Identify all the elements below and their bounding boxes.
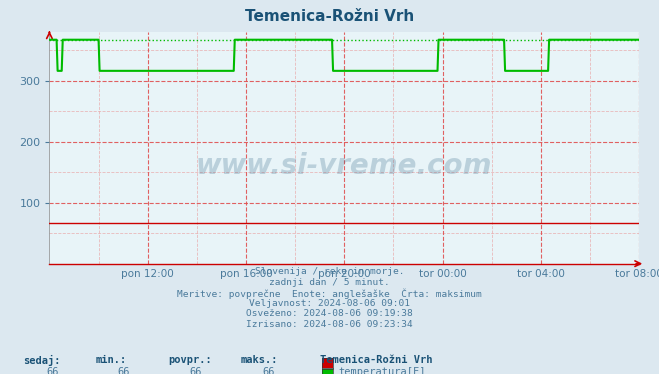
Text: 66: 66 [262, 367, 274, 374]
Text: Temenica-Rožni Vrh: Temenica-Rožni Vrh [320, 355, 432, 365]
Text: maks.:: maks.: [241, 355, 278, 365]
Text: sedaj:: sedaj: [23, 355, 61, 365]
Text: zadnji dan / 5 minut.: zadnji dan / 5 minut. [269, 278, 390, 287]
Text: 66: 66 [190, 367, 202, 374]
Text: Slovenija / reke in morje.: Slovenija / reke in morje. [255, 267, 404, 276]
Text: Temenica-Rožni Vrh: Temenica-Rožni Vrh [245, 9, 414, 24]
Text: temperatura[F]: temperatura[F] [339, 367, 426, 374]
Text: Meritve: povprečne  Enote: anglešaške  Črta: maksimum: Meritve: povprečne Enote: anglešaške Črt… [177, 288, 482, 299]
Text: www.si-vreme.com: www.si-vreme.com [196, 152, 492, 180]
Text: Izrisano: 2024-08-06 09:23:34: Izrisano: 2024-08-06 09:23:34 [246, 320, 413, 329]
Text: Osveženo: 2024-08-06 09:19:38: Osveženo: 2024-08-06 09:19:38 [246, 309, 413, 318]
Text: 66: 66 [47, 367, 59, 374]
Text: 66: 66 [117, 367, 129, 374]
Text: povpr.:: povpr.: [168, 355, 212, 365]
Text: Veljavnost: 2024-08-06 09:01: Veljavnost: 2024-08-06 09:01 [249, 299, 410, 308]
Text: min.:: min.: [96, 355, 127, 365]
